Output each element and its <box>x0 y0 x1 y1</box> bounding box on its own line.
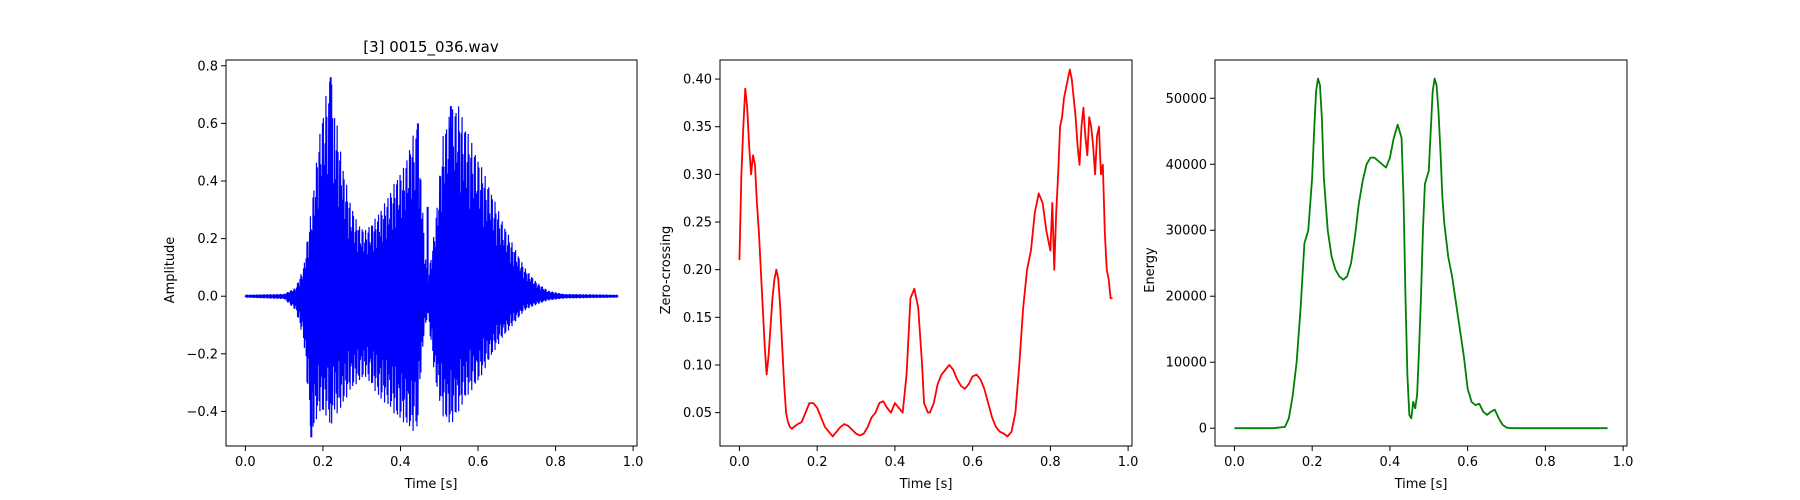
amplitude-plot-area: 0.0 0.2 0.4 0.6 0.8 1.0 −0.4 −0.2 0.0 0.2 0.4 0.6 0.… <box>186 59 643 470</box>
zero-crossing-x-tick-label: 1.0 <box>1118 455 1139 470</box>
zero-crossing-y-tick-label: 0.20 <box>683 263 712 278</box>
amplitude-y-tick-label: 0.8 <box>197 59 218 74</box>
zero-crossing-x-axis-label: Time [s] <box>899 477 953 492</box>
amplitude-y-tick-label: 0.2 <box>197 232 218 247</box>
amplitude-y-tick-label: 0.4 <box>197 174 218 189</box>
amplitude-axes-frame <box>225 59 638 447</box>
amplitude-y-tick-label: 0.0 <box>197 290 218 305</box>
amplitude-x-axis-label: Time [s] <box>404 477 458 492</box>
zero-crossing-x-tick-label: 0.0 <box>729 455 750 470</box>
energy-x-tick-label: 0.6 <box>1457 455 1478 470</box>
zero-crossing-y-tick-label: 0.25 <box>683 216 712 231</box>
energy-y-tick-label: 10000 <box>1166 356 1207 371</box>
zero-crossing-plot-area: 0.0 0.2 0.4 0.6 0.8 1.0 0.05 0.10 0.15 0.20 0.25 0.… <box>683 59 1139 470</box>
energy-x-tick-label: 0.0 <box>1224 455 1245 470</box>
amplitude-chart-title: [3] 0015_036.wav <box>363 38 499 57</box>
energy-y-tick-label: 0 <box>1199 422 1207 437</box>
energy-x-tick-label: 1.0 <box>1613 455 1634 470</box>
energy-x-axis-label: Time [s] <box>1394 477 1448 492</box>
energy-x-tick-label: 0.4 <box>1380 455 1401 470</box>
energy-y-tick-label: 50000 <box>1166 92 1207 107</box>
amplitude-y-axis-label: Amplitude <box>163 237 178 304</box>
energy-y-tick-label: 30000 <box>1166 224 1207 239</box>
energy-y-tick-label: 40000 <box>1166 158 1207 173</box>
amplitude-waveform-line <box>244 81 619 431</box>
energy-x-tick-label: 0.8 <box>1535 455 1556 470</box>
panel-energy: 0.0 0.2 0.4 0.6 0.8 1.0 0 10000 20000 30000 40000 5… <box>1143 59 1634 492</box>
energy-y-tick-label: 20000 <box>1166 290 1207 305</box>
amplitude-y-tick-label: −0.4 <box>186 405 218 420</box>
amplitude-x-tick-label: 0.8 <box>545 455 566 470</box>
panel-amplitude: 0.0 0.2 0.4 0.6 0.8 1.0 −0.4 −0.2 0.0 0.2 0.4 0.6 0.… <box>163 38 643 492</box>
zero-crossing-x-tick-label: 0.6 <box>962 455 983 470</box>
energy-axes-frame <box>1214 59 1628 447</box>
zero-crossing-axes-frame <box>719 59 1133 447</box>
zero-crossing-y-tick-label: 0.40 <box>683 73 712 88</box>
amplitude-x-tick-label: 0.2 <box>313 455 334 470</box>
zero-crossing-x-tick-label: 0.8 <box>1040 455 1061 470</box>
amplitude-x-tick-label: 0.6 <box>468 455 489 470</box>
energy-plot-area: 0.0 0.2 0.4 0.6 0.8 1.0 0 10000 20000 30000 40000 5… <box>1166 59 1634 470</box>
zero-crossing-y-axis-label: Zero-crossing <box>659 226 674 315</box>
zero-crossing-x-tick-label: 0.4 <box>885 455 906 470</box>
zero-crossing-y-tick-label: 0.35 <box>683 120 712 135</box>
zero-crossing-y-tick-label: 0.05 <box>683 406 712 421</box>
zero-crossing-y-tick-label: 0.30 <box>683 168 712 183</box>
amplitude-x-tick-label: 0.0 <box>235 455 256 470</box>
panel-zero-crossing: 0.0 0.2 0.4 0.6 0.8 1.0 0.05 0.10 0.15 0.20 0.25 0.… <box>659 59 1139 492</box>
energy-x-tick-label: 0.2 <box>1302 455 1323 470</box>
amplitude-x-tick-label: 0.4 <box>390 455 411 470</box>
energy-y-axis-label: Energy <box>1143 247 1158 293</box>
zero-crossing-y-tick-label: 0.10 <box>683 358 712 373</box>
zero-crossing-x-tick-label: 0.2 <box>807 455 828 470</box>
energy-series-line <box>1234 77 1608 430</box>
amplitude-x-tick-label: 1.0 <box>623 455 644 470</box>
amplitude-y-tick-label: −0.2 <box>186 347 218 362</box>
zero-crossing-series-line <box>738 68 1113 438</box>
zero-crossing-y-tick-label: 0.15 <box>683 311 712 326</box>
amplitude-y-tick-label: 0.6 <box>197 117 218 132</box>
